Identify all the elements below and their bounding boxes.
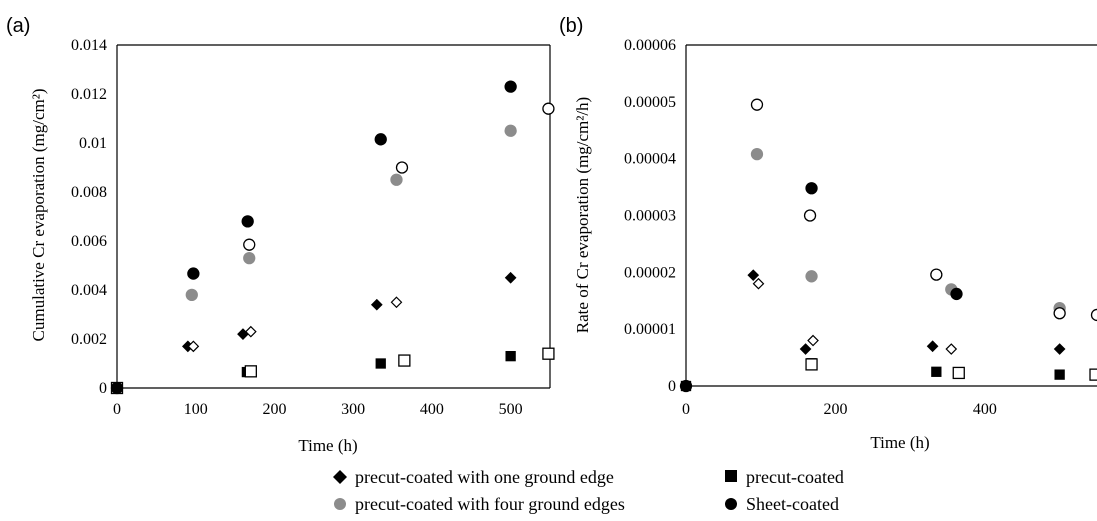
x-tick-label: 400 bbox=[420, 401, 444, 418]
y-tick-label: 0.00004 bbox=[624, 151, 676, 168]
panel-a-x-axis-title: Time (h) bbox=[298, 436, 357, 455]
panel-a-label: (a) bbox=[6, 15, 30, 37]
data-point-square bbox=[1090, 369, 1097, 380]
data-point-circle bbox=[244, 253, 255, 264]
y-tick-label: 0.00002 bbox=[624, 264, 676, 281]
data-point-circle bbox=[1092, 309, 1097, 320]
legend-label-one-ground-edge: precut-coated with one ground edge bbox=[355, 467, 614, 487]
data-point-circle bbox=[751, 99, 762, 110]
data-point-circle bbox=[1054, 308, 1065, 319]
data-point-circle bbox=[751, 149, 762, 160]
data-point-square bbox=[376, 359, 385, 368]
panel-b: (b) Rate of Cr evaporation (mg/cm²/h) Ti… bbox=[559, 15, 1097, 452]
data-point-square bbox=[932, 367, 941, 376]
data-point-circle bbox=[244, 239, 255, 250]
data-point-square bbox=[543, 348, 554, 359]
data-point-square bbox=[806, 359, 817, 370]
legend-item-sheet-coated: Sheet-coated bbox=[725, 494, 839, 514]
data-point-diamond bbox=[946, 344, 956, 354]
y-tick-label: 0.00006 bbox=[624, 37, 676, 54]
data-point-square bbox=[953, 367, 964, 378]
legend-item-one-ground-edge: precut-coated with one ground edge bbox=[333, 467, 614, 487]
y-tick-label: 0.014 bbox=[71, 37, 107, 54]
legend-gray-circle-marker bbox=[334, 498, 346, 510]
data-point-diamond bbox=[1055, 344, 1065, 354]
panel-b-y-axis-title: Rate of Cr evaporation (mg/cm²/h) bbox=[573, 97, 592, 333]
x-tick-label: 0 bbox=[113, 401, 121, 418]
data-point-diamond bbox=[391, 297, 401, 307]
panel-b-label: (b) bbox=[559, 15, 583, 37]
y-tick-label: 0.00005 bbox=[624, 94, 676, 111]
panel-b-x-axis-title: Time (h) bbox=[870, 433, 929, 452]
data-point-diamond bbox=[753, 279, 763, 289]
panel-b-marks bbox=[681, 99, 1097, 391]
data-point-circle bbox=[951, 288, 962, 299]
legend: precut-coated with one ground edge precu… bbox=[333, 467, 844, 514]
data-point-square bbox=[1055, 370, 1064, 379]
legend-item-precut-coated: precut-coated bbox=[725, 467, 844, 487]
data-point-circle bbox=[112, 383, 123, 394]
x-tick-label: 300 bbox=[341, 401, 365, 418]
y-tick-label: 0 bbox=[668, 378, 676, 395]
data-point-circle bbox=[391, 174, 402, 185]
data-point-circle bbox=[505, 81, 516, 92]
data-point-circle bbox=[806, 183, 817, 194]
x-tick-label: 200 bbox=[823, 401, 847, 418]
y-tick-label: 0.00003 bbox=[624, 208, 676, 225]
x-tick-label: 400 bbox=[973, 401, 997, 418]
y-tick-label: 0.00001 bbox=[624, 321, 676, 338]
data-point-circle bbox=[505, 125, 516, 136]
panel-b-axes bbox=[686, 45, 1097, 386]
panel-a: (a) Cumulative Cr evaporation (mg/cm²) T… bbox=[6, 15, 554, 455]
legend-diamond-marker bbox=[333, 470, 347, 484]
legend-black-circle-marker bbox=[725, 498, 737, 510]
y-tick-label: 0.012 bbox=[71, 86, 107, 103]
data-point-diamond bbox=[808, 336, 818, 346]
data-point-circle bbox=[806, 271, 817, 282]
y-tick-label: 0.006 bbox=[71, 233, 107, 250]
data-point-circle bbox=[188, 268, 199, 279]
panel-a-y-axis-title: Cumulative Cr evaporation (mg/cm²) bbox=[29, 89, 48, 342]
x-tick-label: 100 bbox=[184, 401, 208, 418]
legend-label-four-ground-edges: precut-coated with four ground edges bbox=[355, 494, 625, 514]
legend-square-marker bbox=[725, 470, 737, 482]
data-point-circle bbox=[543, 103, 554, 114]
panel-a-marks bbox=[112, 81, 554, 393]
x-tick-label: 0 bbox=[682, 401, 690, 418]
x-tick-label: 500 bbox=[499, 401, 523, 418]
y-tick-label: 0 bbox=[99, 380, 107, 397]
y-tick-label: 0.004 bbox=[71, 282, 107, 299]
data-point-circle bbox=[375, 134, 386, 145]
data-point-diamond bbox=[801, 344, 811, 354]
y-tick-label: 0.002 bbox=[71, 331, 107, 348]
y-tick-label: 0.01 bbox=[79, 135, 107, 152]
data-point-square bbox=[399, 355, 410, 366]
x-tick-label: 200 bbox=[262, 401, 286, 418]
data-point-square bbox=[506, 352, 515, 361]
data-point-diamond bbox=[506, 273, 516, 283]
data-point-circle bbox=[242, 216, 253, 227]
legend-label-precut-coated: precut-coated bbox=[746, 467, 844, 487]
data-point-diamond bbox=[748, 270, 758, 280]
panel-a-axes bbox=[117, 45, 550, 388]
legend-label-sheet-coated: Sheet-coated bbox=[746, 494, 839, 514]
panel-a-ticks: 0 0.002 0.004 0.006 0.008 0.01 0.012 0.014 0 100 2… bbox=[71, 37, 523, 418]
data-point-circle bbox=[805, 210, 816, 221]
data-point-diamond bbox=[372, 300, 382, 310]
y-tick-label: 0.008 bbox=[71, 184, 107, 201]
data-point-diamond bbox=[928, 341, 938, 351]
data-point-circle bbox=[396, 162, 407, 173]
data-point-square bbox=[245, 366, 256, 377]
data-point-circle bbox=[681, 381, 692, 392]
data-point-circle bbox=[931, 269, 942, 280]
data-point-circle bbox=[186, 289, 197, 300]
legend-item-four-ground-edges: precut-coated with four ground edges bbox=[334, 494, 625, 514]
